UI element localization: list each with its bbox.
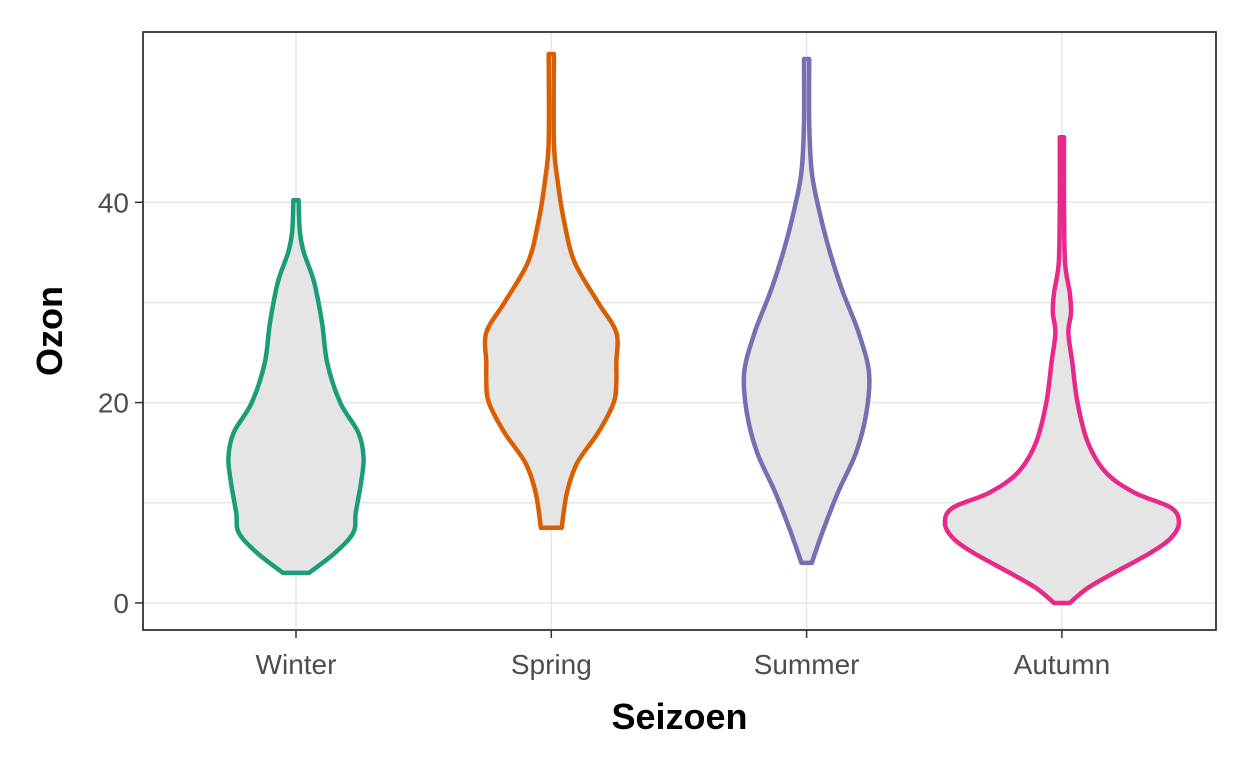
x-tick-label-winter: Winter	[256, 649, 337, 680]
y-tick-label: 0	[113, 588, 129, 619]
violin-autumn	[942, 134, 1182, 606]
x-tick-label-summer: Summer	[754, 649, 860, 680]
violins	[226, 51, 1182, 606]
y-tick-label: 20	[98, 388, 129, 419]
y-tick-label: 40	[98, 187, 129, 218]
violin-spring	[482, 51, 620, 531]
x-tick-label-spring: Spring	[511, 649, 592, 680]
violin-winter	[226, 198, 366, 576]
violin-summer	[741, 56, 872, 566]
x-axis-title: Seizoen	[611, 696, 747, 737]
x-axis: Winter Spring Summer Autumn	[256, 630, 1111, 680]
x-tick-label-autumn: Autumn	[1014, 649, 1111, 680]
panel-border	[142, 31, 1217, 631]
y-axis-title: Ozon	[29, 286, 70, 376]
y-axis: 0 20 40	[98, 187, 143, 619]
